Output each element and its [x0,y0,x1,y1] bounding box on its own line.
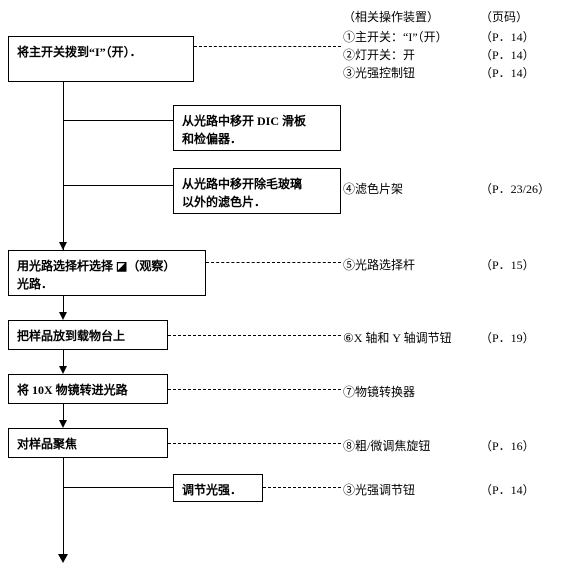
header-device: （相关操作装置） [343,8,439,25]
flow-line-s7-end [63,458,64,556]
connector-s3 [63,185,173,186]
arrow-end [58,554,68,563]
page-step5: （P．19） [480,329,535,346]
dash-step6 [168,389,341,390]
dash-step4 [206,262,341,263]
note-step7: ⑧粗/微调焦旋钮 [343,437,430,454]
flow-line-1 [63,82,64,250]
note-lamp-switch: ②灯开关：开 [343,46,415,63]
dash-step1 [194,46,341,47]
note-step8: ③光强调节钮 [343,481,415,498]
note-step3: ④滤色片架 [343,180,403,197]
page-step8: （P．14） [480,481,535,498]
note-step6: ⑦物镜转换器 [343,383,415,400]
step-7: 对样品聚焦 [8,428,168,458]
page-step7: （P．16） [480,437,535,454]
page-step3: （P．23/26） [480,180,550,197]
note-intensity-knob: ③光强控制钮 [343,64,415,81]
note-step5: ⑥X 轴和 Y 轴调节钮 [343,329,452,346]
step-6: 将 10X 物镜转进光路 [8,374,168,404]
flowchart-canvas: （相关操作装置） （页码） ①主开关：“I”（开） （P．14） ②灯开关：开 … [0,0,576,570]
arrow-to-s6 [59,366,67,374]
dash-step5 [168,335,341,336]
header-page: （页码） [480,8,528,25]
arrow-to-s7 [59,420,67,428]
page-main-switch: （P．14） [480,28,535,45]
step-8: 调节光强． [173,474,263,502]
step-1: 将主开关拨到“I”（开）． [8,36,194,82]
dash-step7 [168,443,341,444]
page-intensity-knob: （P．14） [480,64,535,81]
note-main-switch: ①主开关：“I”（开） [343,28,448,45]
connector-s2 [63,120,173,121]
note-step4: ⑤光路选择杆 [343,256,415,273]
page-step4: （P．15） [480,256,535,273]
step-5: 把样品放到载物台上 [8,320,168,350]
arrow-to-s5 [59,312,67,320]
connector-s8 [63,487,173,488]
dash-step8 [263,487,341,488]
page-lamp-switch: （P．14） [480,46,535,63]
flow-line-2a [63,82,64,83]
step-4: 用光路选择杆选择 ◪（观察） 光路． [8,250,206,296]
step-2: 从光路中移开 DIC 滑板 和检偏器． [173,105,341,151]
step-3: 从光路中移开除毛玻璃 以外的滤色片． [173,168,341,214]
arrow-to-s4 [59,242,67,250]
